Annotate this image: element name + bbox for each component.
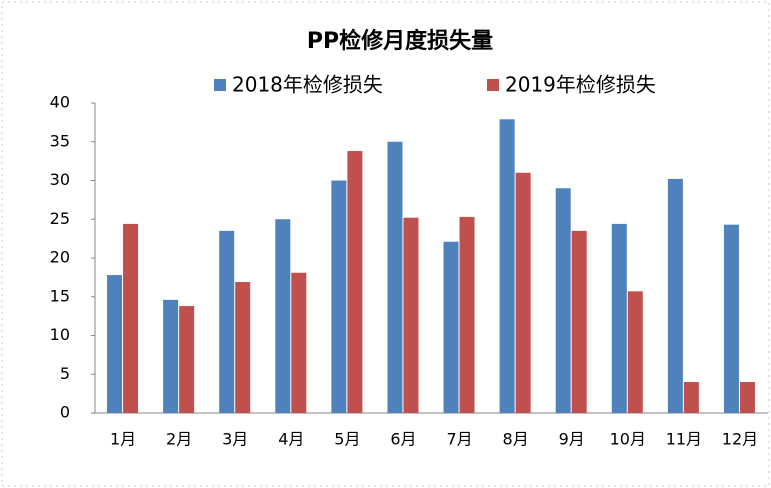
x-tick-label: 4月 <box>278 430 304 449</box>
bar <box>107 275 123 413</box>
legend-swatch <box>487 79 499 91</box>
bar <box>499 119 515 414</box>
bar <box>331 180 347 413</box>
bar <box>667 178 683 413</box>
x-tick-label: 5月 <box>334 430 360 449</box>
bar <box>443 241 459 413</box>
x-tick-label: 10月 <box>610 430 646 449</box>
x-tick-label: 6月 <box>390 430 416 449</box>
bar <box>235 282 251 413</box>
bar <box>179 306 195 413</box>
bar <box>611 223 627 413</box>
bar <box>515 172 531 413</box>
y-tick-label: 5 <box>60 364 70 383</box>
bar <box>163 299 179 413</box>
bar <box>291 272 307 413</box>
y-tick-label: 0 <box>60 403 70 422</box>
y-tick-label: 30 <box>50 170 70 189</box>
bar <box>347 151 363 414</box>
legend-swatch <box>214 79 226 91</box>
bar <box>683 382 699 413</box>
x-tick-label: 7月 <box>446 430 472 449</box>
bar <box>571 230 587 413</box>
bar <box>723 224 739 413</box>
legend-label: 2019年检修损失 <box>505 73 656 97</box>
chart-title: PP检修月度损失量 <box>307 28 493 54</box>
x-tick-label: 12月 <box>722 430 758 449</box>
y-tick-label: 20 <box>50 248 70 267</box>
x-tick-label: 11月 <box>666 430 702 449</box>
bar <box>219 230 235 413</box>
bar <box>275 219 291 413</box>
bar <box>403 217 419 413</box>
y-tick-label: 15 <box>50 286 70 305</box>
bar <box>387 141 403 413</box>
x-tick-label: 1月 <box>110 430 136 449</box>
legend-label: 2018年检修损失 <box>232 73 383 97</box>
bar <box>459 216 475 413</box>
bar <box>627 291 643 413</box>
y-tick-label: 40 <box>50 93 70 112</box>
bar <box>123 223 139 413</box>
bar <box>739 382 755 413</box>
y-tick-label: 25 <box>50 209 70 228</box>
y-tick-label: 35 <box>50 131 70 150</box>
x-tick-label: 3月 <box>222 430 248 449</box>
y-tick-label: 10 <box>50 325 70 344</box>
x-tick-label: 8月 <box>503 430 529 449</box>
bar <box>555 188 571 413</box>
x-tick-label: 2月 <box>166 430 192 449</box>
x-tick-label: 9月 <box>559 430 585 449</box>
